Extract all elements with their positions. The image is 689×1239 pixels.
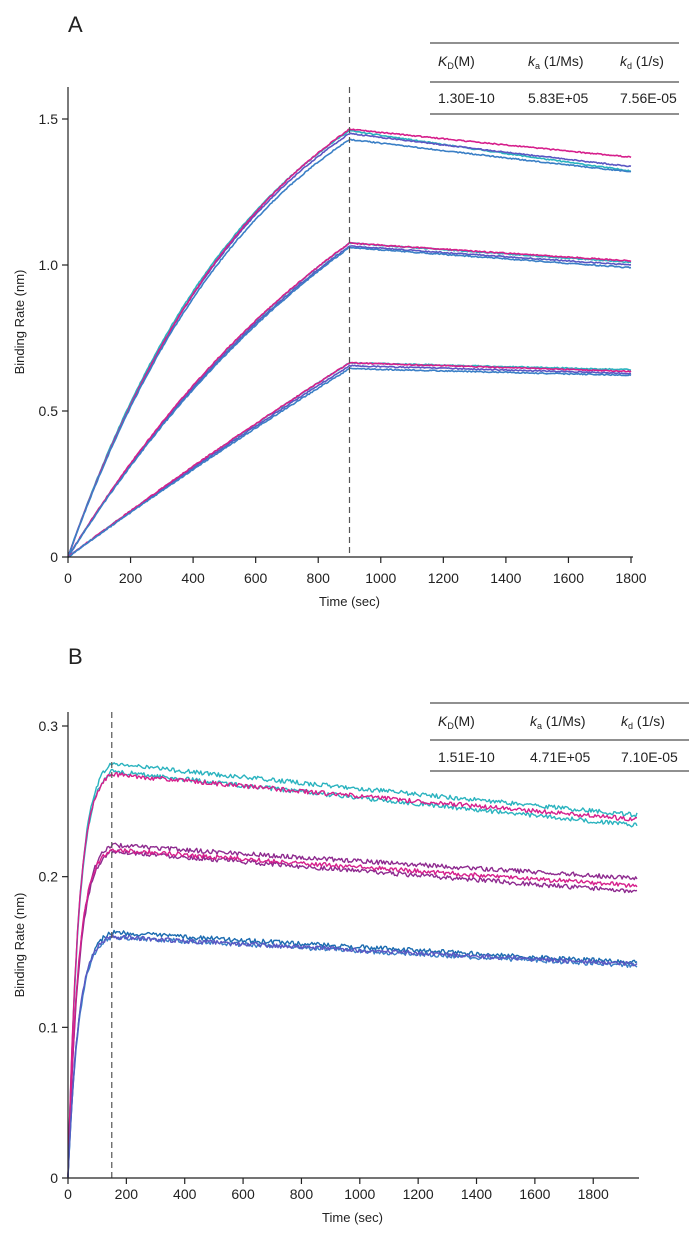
x-tick-label: 1000 [344,1186,375,1202]
series-line [67,849,638,1178]
series-line [67,128,632,558]
series-line [67,929,638,1178]
table-value: 1.51E-10 [438,749,495,765]
x-tick-label: 0 [64,1186,72,1202]
table-header: kd (1/s) [621,713,665,731]
table-background [430,703,689,771]
y-tick-label: 1.0 [39,257,59,273]
x-tick-label: 800 [307,570,331,586]
y-tick-label: 0.3 [39,718,59,734]
table-value: 7.10E-05 [621,749,678,765]
series-line [67,132,632,558]
y-tick-label: 0 [50,549,58,565]
panel-label: A [68,12,83,37]
x-axis-label: Time (sec) [319,594,380,609]
y-tick-label: 0.5 [39,403,59,419]
table-value: 1.30E-10 [438,90,495,106]
table-value: 4.71E+05 [530,749,591,765]
table-header: KD(M) [438,53,475,71]
table-header: KD(M) [438,713,475,731]
x-tick-label: 400 [181,570,205,586]
panel-label: B [68,644,83,669]
table-header: ka (1/Ms) [528,53,584,71]
y-tick-label: 0 [50,1170,58,1186]
table-value: 5.83E+05 [528,90,589,106]
y-tick-label: 0.2 [39,869,59,885]
x-tick-label: 600 [244,570,268,586]
x-tick-label: 1200 [428,570,459,586]
x-tick-label: 1800 [615,570,646,586]
panel-b: B 0 0.1 0.2 0.3 0 200 400 600 800 1000 1200 1400 1600… [12,644,689,1225]
x-tick-label: 200 [115,1186,139,1202]
x-tick-label: 800 [290,1186,314,1202]
x-tick-label: 1000 [365,570,396,586]
x-axis-label: Time (sec) [322,1210,383,1225]
x-tick-label: 1200 [403,1186,434,1202]
x-tick-label: 1800 [578,1186,609,1202]
y-axis-label: Binding Rate (nm) [12,893,27,998]
y-tick-label: 1.5 [39,111,59,127]
panel-a: A 0 0.5 1.0 1.5 0 200 400 600 800 1000 1200 1400 1600… [12,12,679,609]
x-tick-label: 1600 [519,1186,550,1202]
x-tick-label: 400 [173,1186,197,1202]
table-value: 7.56E-05 [620,90,677,106]
series-line [67,935,638,1178]
x-tick-label: 1400 [461,1186,492,1202]
series-line [67,771,638,1178]
series-line [67,129,632,558]
y-tick-label: 0.1 [39,1019,59,1035]
x-tick-label: 200 [119,570,143,586]
kinetics-table: KD(M) ka (1/Ms) kd (1/s) 1.51E-10 4.71E+05 7.… [430,702,689,772]
y-axis-label: Binding Rate (nm) [12,270,27,375]
series-line [67,768,638,1178]
series-line [67,842,638,1178]
table-header: ka (1/Ms) [530,713,586,731]
kinetics-table: KD(M) ka (1/Ms) kd (1/s) 1.30E-10 5.83E+05 7.… [430,42,679,115]
x-tick-label: 0 [64,570,72,586]
series-line [67,848,638,1178]
x-tick-label: 1600 [553,570,584,586]
series-line [67,364,632,558]
table-background [430,43,679,114]
series-line [67,934,638,1177]
series-line [67,762,638,1178]
series-line [67,361,632,558]
x-tick-label: 600 [231,1186,255,1202]
table-header: kd (1/s) [620,53,664,71]
x-tick-label: 1400 [490,570,521,586]
